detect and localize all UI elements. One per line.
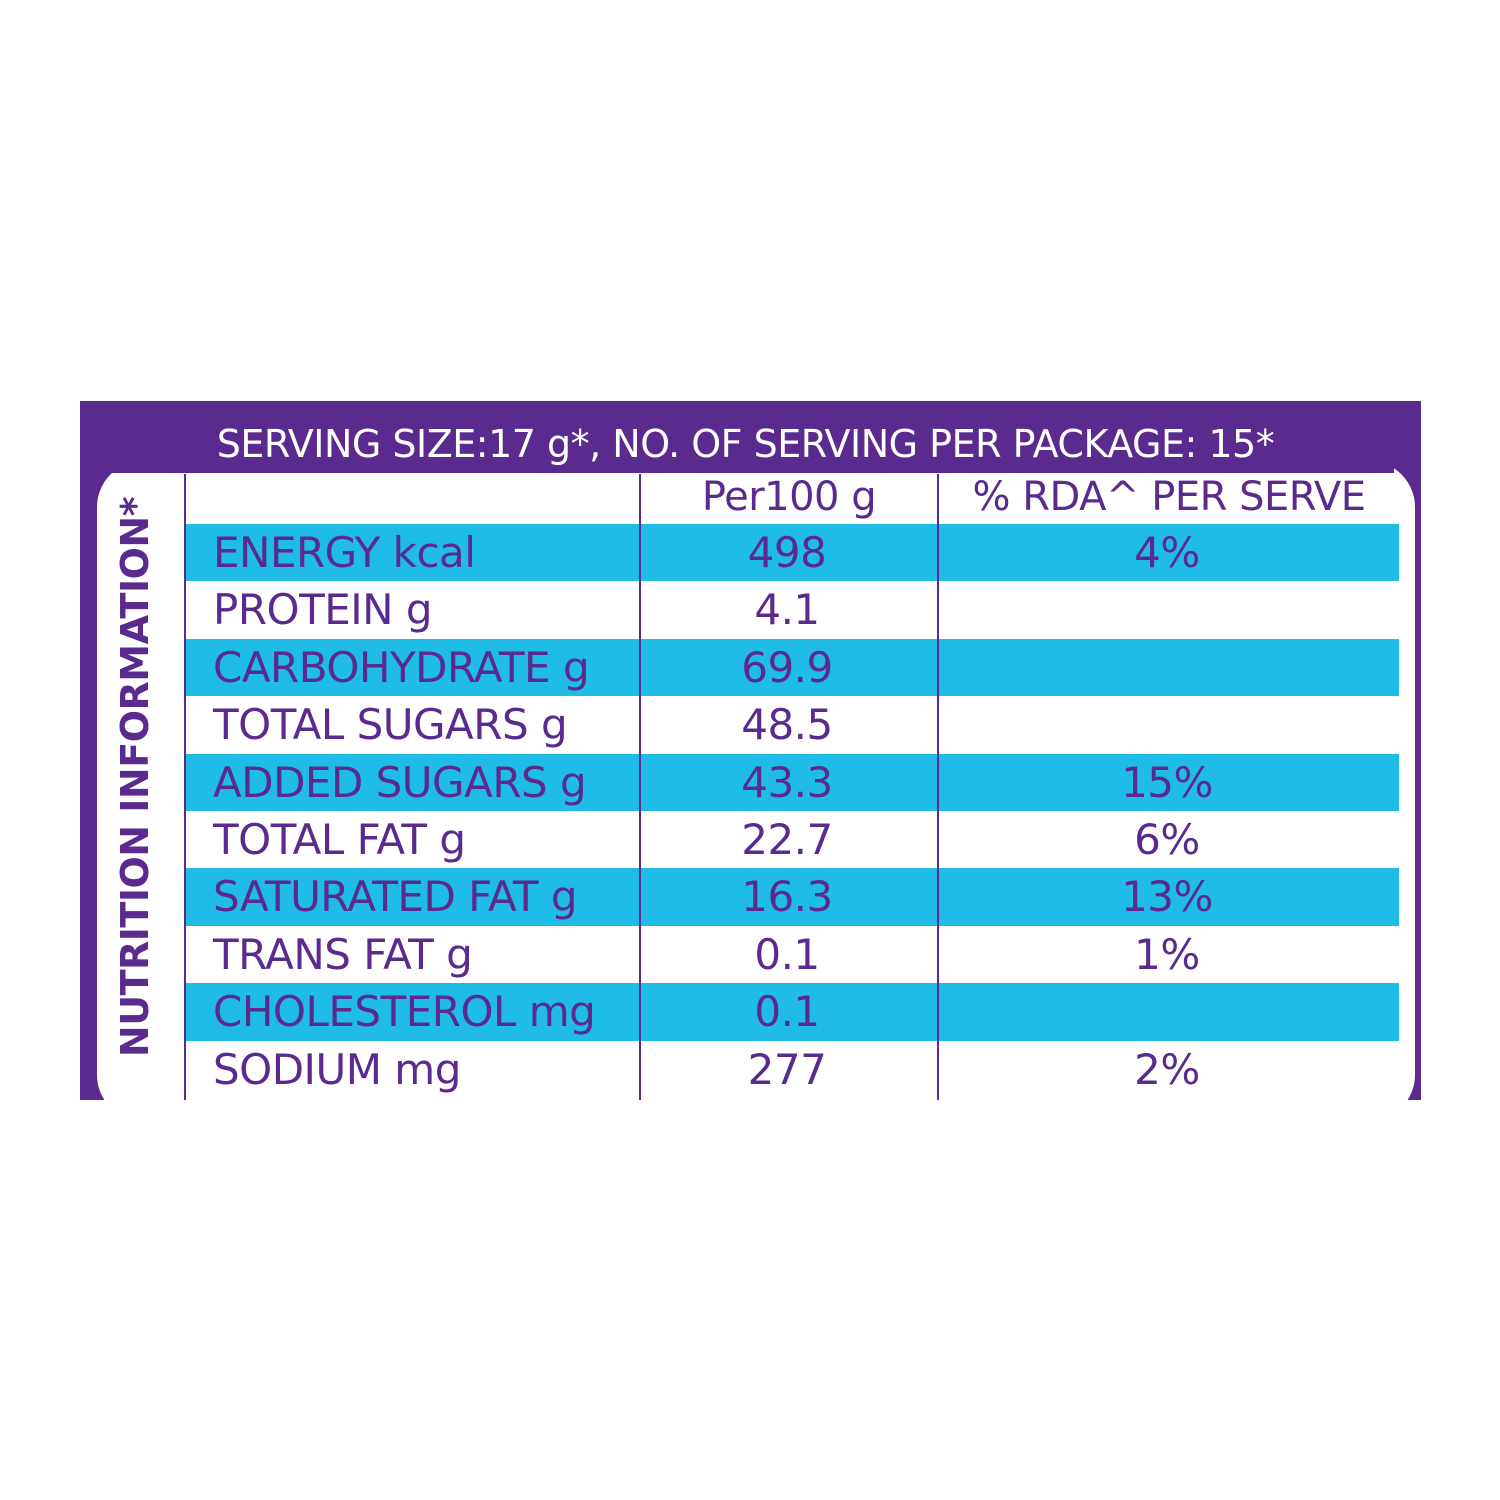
per-100g-value: 0.1 xyxy=(754,987,820,1037)
table-row: CARBOHYDRATE g 69.9 xyxy=(186,638,1399,697)
rda-value: 6% xyxy=(1134,814,1200,864)
table-row: ENERGY kcal 498 4% xyxy=(186,524,1399,582)
column-divider xyxy=(184,474,186,1100)
nutrient-name: TRANS FAT g xyxy=(213,929,473,979)
rda-value: 13% xyxy=(1121,872,1213,922)
nutrient-name: TOTAL FAT g xyxy=(213,814,466,864)
nutrient-name: PROTEIN g xyxy=(213,585,433,635)
table-row: TOTAL SUGARS g 48.5 xyxy=(186,696,1399,753)
table-row: TOTAL FAT g 22.7 6% xyxy=(186,811,1399,868)
table-row: ADDED SUGARS g 43.3 15% xyxy=(186,753,1399,811)
per-100g-value: 498 xyxy=(747,528,827,577)
column-divider xyxy=(937,474,939,1100)
rda-per-serve-header: % RDA^ PER SERVE xyxy=(972,474,1366,520)
nutrient-name: SODIUM mg xyxy=(213,1044,461,1094)
rda-value xyxy=(937,639,1397,696)
column-divider xyxy=(639,474,641,1100)
table-row: TRANS FAT g 0.1 1% xyxy=(186,926,1399,983)
serving-size-header: SERVING SIZE:17 g*, NO. OF SERVING PER P… xyxy=(216,422,1275,466)
per-100g-value: 43.3 xyxy=(741,757,833,807)
per-100g-value: 69.9 xyxy=(741,642,833,692)
per-100g-header: Per100 g xyxy=(701,474,877,520)
nutrient-name: CARBOHYDRATE g xyxy=(213,642,590,692)
per-100g-value: 277 xyxy=(747,1044,827,1094)
nutrient-name: CHOLESTEROL mg xyxy=(213,987,596,1037)
nutrition-table: ENERGY kcal 498 4% PROTEIN g 4.1 CARBOHY… xyxy=(186,524,1399,1098)
per-100g-value: 4.1 xyxy=(754,585,820,635)
rda-value: 15% xyxy=(1121,757,1213,807)
rda-value xyxy=(937,581,1397,638)
nutrient-name: ENERGY kcal xyxy=(213,528,476,577)
serving-header-bar xyxy=(97,415,1394,473)
nutrient-name: TOTAL SUGARS g xyxy=(213,700,568,750)
nutrient-name: SATURATED FAT g xyxy=(213,872,578,922)
table-row: CHOLESTEROL mg 0.1 xyxy=(186,983,1399,1041)
per-100g-value: 0.1 xyxy=(754,929,820,979)
rda-value xyxy=(937,696,1397,753)
nutrient-name: ADDED SUGARS g xyxy=(213,757,587,807)
rda-value: 4% xyxy=(1134,528,1200,577)
nutrition-information-title: NUTRITION INFORMATION* xyxy=(113,496,157,1058)
rda-value: 1% xyxy=(1134,929,1200,979)
per-100g-value: 48.5 xyxy=(741,700,833,750)
rda-value xyxy=(937,983,1397,1040)
table-row: PROTEIN g 4.1 xyxy=(186,581,1399,638)
rda-value: 2% xyxy=(1134,1044,1200,1094)
per-100g-value: 22.7 xyxy=(741,814,833,864)
table-row: SATURATED FAT g 16.3 13% xyxy=(186,868,1399,926)
per-100g-value: 16.3 xyxy=(741,872,833,922)
table-row: SODIUM mg 277 2% xyxy=(186,1041,1399,1098)
column-headers: Per100 g % RDA^ PER SERVE xyxy=(186,474,1399,524)
